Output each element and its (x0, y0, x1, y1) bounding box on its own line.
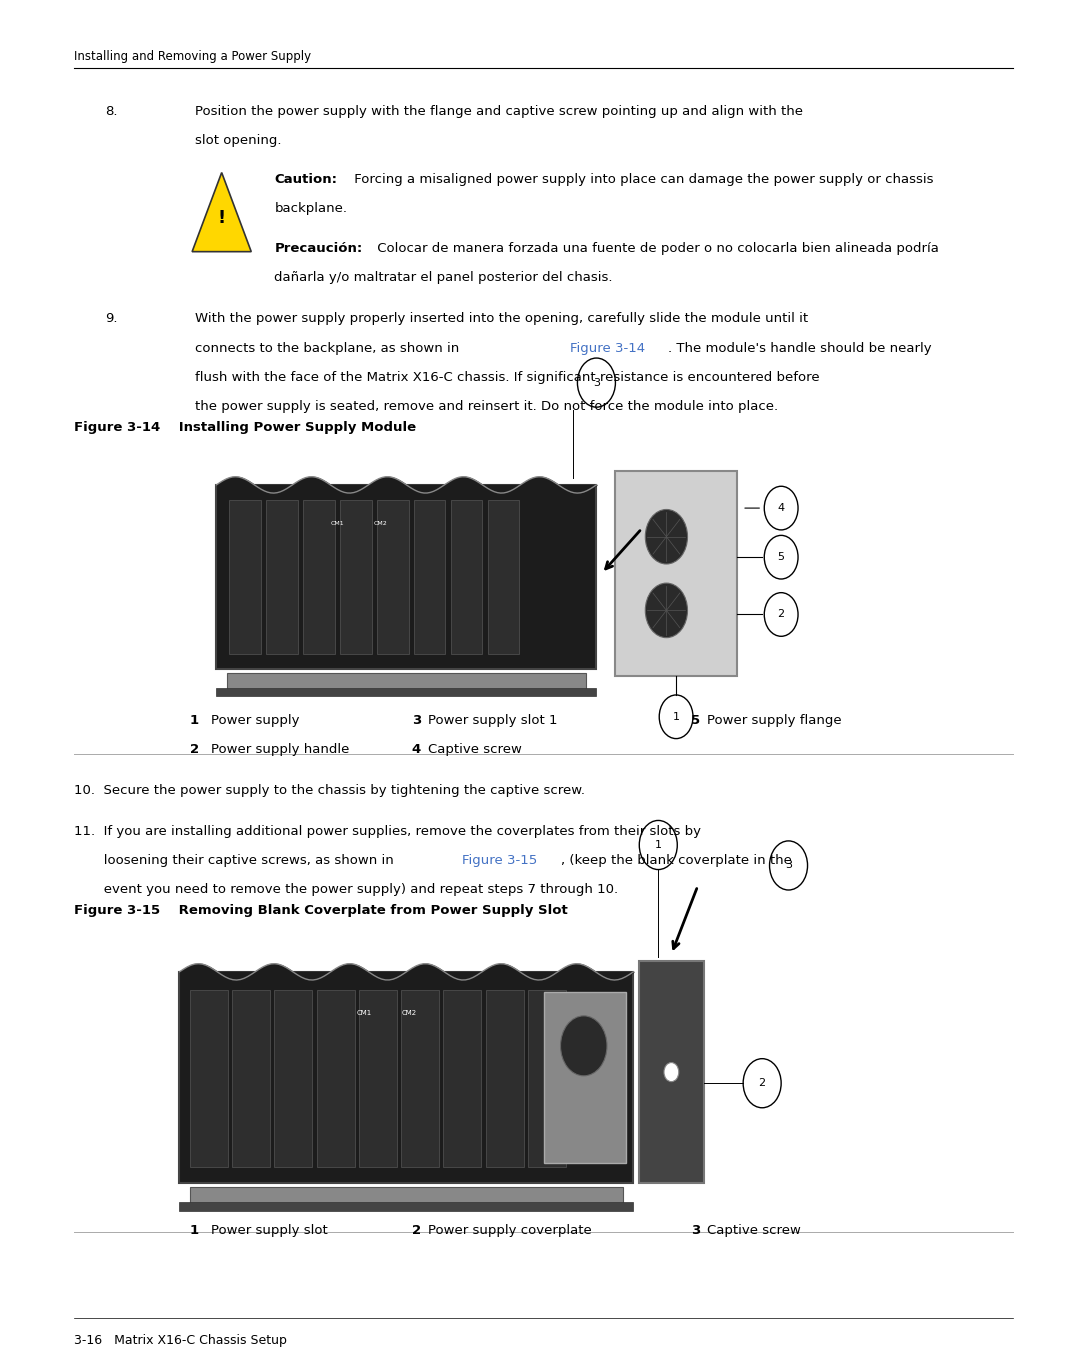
Text: Power supply flange: Power supply flange (707, 713, 842, 727)
Circle shape (743, 1058, 781, 1108)
Bar (401, 990, 440, 1166)
Bar (303, 499, 335, 653)
Text: Power supply slot 1: Power supply slot 1 (428, 713, 557, 727)
Circle shape (770, 840, 808, 891)
Text: CM1: CM1 (330, 521, 345, 525)
Text: !: ! (217, 209, 226, 226)
Text: 4: 4 (778, 503, 785, 513)
Bar (414, 499, 445, 653)
Circle shape (659, 694, 693, 738)
Text: Captive screw: Captive screw (428, 743, 522, 757)
Text: flush with the face of the Matrix X16-C chassis. If significant resistance is en: flush with the face of the Matrix X16-C … (195, 371, 820, 385)
Text: Forcing a misaligned power supply into place can damage the power supply or chas: Forcing a misaligned power supply into p… (351, 173, 934, 186)
Bar (488, 499, 519, 653)
Text: 9.: 9. (106, 312, 118, 326)
Text: 1: 1 (190, 713, 199, 727)
Circle shape (639, 821, 677, 870)
Circle shape (578, 357, 616, 406)
Bar (190, 990, 228, 1166)
Bar (377, 499, 408, 653)
Text: Captive screw: Captive screw (707, 1225, 801, 1237)
Bar (359, 990, 397, 1166)
Bar (638, 960, 704, 1183)
Text: Figure 3-15    Removing Blank Coverplate from Power Supply Slot: Figure 3-15 Removing Blank Coverplate fr… (73, 903, 568, 917)
Text: 1: 1 (654, 840, 662, 850)
Bar (486, 990, 524, 1166)
Text: 3: 3 (411, 713, 421, 727)
Text: Figure 3-15: Figure 3-15 (462, 854, 538, 868)
Circle shape (645, 582, 688, 637)
Bar (227, 674, 585, 690)
Bar (528, 990, 566, 1166)
Bar (340, 499, 372, 653)
Text: . The module's handle should be nearly: . The module's handle should be nearly (669, 341, 932, 355)
Bar (266, 499, 298, 653)
Text: the power supply is seated, remove and reinsert it. Do not force the module into: the power supply is seated, remove and r… (195, 400, 779, 413)
Text: Installing and Removing a Power Supply: Installing and Removing a Power Supply (73, 50, 311, 64)
Text: 5: 5 (691, 713, 701, 727)
Text: event you need to remove the power supply) and repeat steps 7 through 10.: event you need to remove the power suppl… (73, 884, 618, 896)
Text: 2: 2 (411, 1225, 421, 1237)
Bar (179, 971, 633, 1183)
Bar (444, 990, 482, 1166)
Text: , (keep the blank coverplate in the: , (keep the blank coverplate in the (561, 854, 792, 868)
Text: 1: 1 (673, 712, 679, 722)
Circle shape (765, 592, 798, 636)
Circle shape (664, 1063, 678, 1082)
Text: Position the power supply with the flange and captive screw pointing up and alig: Position the power supply with the flang… (195, 105, 804, 119)
Bar (229, 499, 260, 653)
Text: Figure 3-14: Figure 3-14 (570, 341, 645, 355)
Circle shape (765, 535, 798, 578)
Text: 3: 3 (593, 378, 599, 387)
Bar (216, 484, 596, 668)
Polygon shape (192, 173, 252, 252)
Text: Caution:: Caution: (274, 173, 337, 186)
Text: loosening their captive screws, as shown in: loosening their captive screws, as shown… (73, 854, 397, 868)
Text: slot opening.: slot opening. (195, 135, 282, 147)
Text: Power supply handle: Power supply handle (211, 743, 350, 757)
Bar (316, 990, 354, 1166)
Text: Power supply: Power supply (211, 713, 299, 727)
Bar (190, 1187, 623, 1206)
Text: 8.: 8. (106, 105, 118, 119)
Text: 11.  If you are installing additional power supplies, remove the coverplates fro: 11. If you are installing additional pow… (73, 824, 701, 837)
Text: 10.  Secure the power supply to the chassis by tightening the captive screw.: 10. Secure the power supply to the chass… (73, 784, 585, 798)
Bar (232, 990, 270, 1166)
Bar (543, 993, 626, 1162)
Bar (616, 471, 737, 675)
Text: Power supply slot: Power supply slot (211, 1225, 328, 1237)
Text: CM2: CM2 (374, 521, 387, 525)
Text: Colocar de manera forzada una fuente de poder o no colocarla bien alineada podrí: Colocar de manera forzada una fuente de … (373, 241, 939, 255)
Text: 2: 2 (758, 1078, 766, 1088)
Text: Figure 3-14    Installing Power Supply Module: Figure 3-14 Installing Power Supply Modu… (73, 420, 416, 434)
Text: 3: 3 (691, 1225, 701, 1237)
Text: 5: 5 (778, 552, 785, 562)
Text: 2: 2 (190, 743, 199, 757)
Text: CM1: CM1 (356, 1009, 372, 1016)
Text: 4: 4 (411, 743, 421, 757)
Text: CM2: CM2 (402, 1009, 417, 1016)
Bar (216, 687, 596, 696)
Text: 3: 3 (785, 861, 792, 870)
Circle shape (645, 509, 688, 565)
Text: backplane.: backplane. (274, 202, 348, 216)
Text: 2: 2 (778, 610, 785, 619)
Bar (179, 1203, 633, 1211)
Text: With the power supply properly inserted into the opening, carefully slide the mo: With the power supply properly inserted … (195, 312, 809, 326)
Circle shape (561, 1016, 607, 1076)
Circle shape (765, 486, 798, 529)
Text: 3-16   Matrix X16-C Chassis Setup: 3-16 Matrix X16-C Chassis Setup (73, 1334, 287, 1348)
Text: connects to the backplane, as shown in: connects to the backplane, as shown in (195, 341, 463, 355)
Text: dañarla y/o maltratar el panel posterior del chasis.: dañarla y/o maltratar el panel posterior… (274, 271, 613, 285)
Bar (450, 499, 483, 653)
Text: Precaución:: Precaución: (274, 241, 363, 255)
Text: Power supply coverplate: Power supply coverplate (428, 1225, 591, 1237)
Bar (274, 990, 312, 1166)
Text: 1: 1 (190, 1225, 199, 1237)
